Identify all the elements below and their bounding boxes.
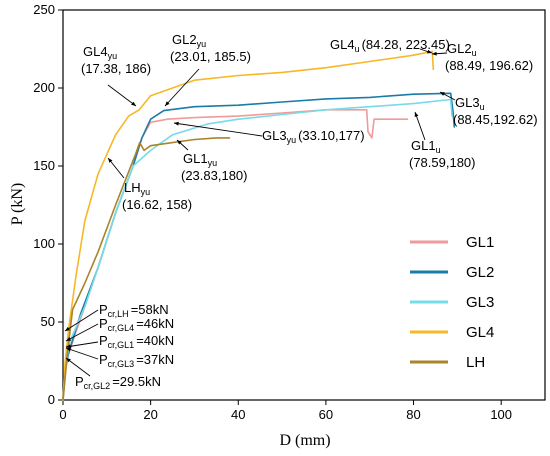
y-tick-label: 250: [33, 2, 55, 17]
annotation-label: GL2u: [447, 41, 477, 58]
arrow-head: [174, 121, 179, 126]
arrow-head: [165, 101, 170, 106]
annotation-label: GL1yu: [183, 151, 217, 168]
legend-item-gl1: GL1: [410, 234, 494, 251]
plot-frame: [62, 9, 546, 401]
legend-label: GL3: [466, 294, 494, 311]
y-tick-label: 100: [33, 236, 55, 251]
x-tick-label: 0: [59, 407, 66, 422]
x-tick-label: 20: [143, 407, 157, 422]
y-tick-label: 0: [48, 392, 55, 407]
annotation-arrow: [65, 323, 99, 342]
annotation-label: GL4yu: [83, 44, 117, 61]
annotation-coords: (23.83,180): [181, 168, 248, 183]
annotation-gl1-yu: GL1yu(23.83,180): [176, 139, 248, 183]
annotation-arrow: [173, 122, 263, 137]
legend-label: LH: [466, 354, 485, 371]
legend-item-gl4: GL4: [410, 324, 494, 341]
annotation-label: GL4u (84.28, 223.45): [330, 37, 450, 54]
y-axis-title: P (kN): [9, 183, 26, 226]
annotation-gl1-u: GL1u(78.59,180): [409, 111, 476, 170]
annotation-arrow: [64, 309, 99, 332]
arrow-head: [414, 112, 419, 117]
legend-label: GL4: [466, 324, 494, 341]
legend-label: GL2: [466, 264, 494, 281]
annotation-label: GL2yu: [172, 32, 206, 49]
annotation-label: GL3u: [455, 95, 485, 112]
annotation-coords: (23.01, 185.5): [170, 49, 251, 64]
arrow-head: [66, 344, 71, 349]
annotation-coords: (17.38, 186): [81, 61, 151, 76]
annotation-label: GL3yu (33.10,177): [262, 128, 365, 145]
series-line-lh: [62, 137, 231, 401]
series-line-gl1: [62, 109, 409, 401]
y-tick-label: 150: [33, 158, 55, 173]
x-tick-label: 60: [319, 407, 333, 422]
annotation-label: Pcr,GL4 =46kN: [99, 316, 174, 333]
annotation-label: GL1u: [411, 138, 441, 155]
arrow-head: [131, 101, 136, 106]
annotation-label: LHyu: [124, 180, 150, 197]
annotation-arrow: [65, 341, 99, 348]
legend-item-lh: LH: [410, 354, 485, 371]
annotation-arrow: [65, 347, 99, 360]
annotation-gl3-u: GL3u(88.45,192.62): [439, 91, 538, 127]
legend-label: GL1: [466, 234, 494, 251]
annotation-coords: (78.59,180): [409, 155, 476, 170]
annotation-label: Pcr,GL2 =29.5kN: [75, 374, 161, 391]
arrow-head: [108, 158, 113, 163]
annotation-arrow: [65, 357, 91, 377]
annotation-coords: (16.62, 158): [122, 197, 192, 212]
annotation-arrow: [107, 84, 137, 107]
annotation-coords: (88.45,192.62): [453, 112, 538, 127]
x-axis-title: D (mm): [279, 432, 330, 449]
annotation-label: Pcr,LH =58kN: [99, 302, 169, 319]
annotation-p-crGL4: Pcr,GL4 =46kN: [65, 316, 174, 342]
annotation-gl3-yu: GL3yu (33.10,177): [173, 121, 365, 145]
series-layer: [62, 50, 456, 401]
series-line-gl3: [62, 98, 453, 401]
arrow-head: [66, 337, 71, 341]
x-tick-label: 40: [231, 407, 245, 422]
annotation-label: Pcr,GL1 =40kN: [99, 333, 174, 350]
annotation-p-crLH: Pcr,LH =58kN: [64, 302, 169, 332]
arrow-head: [66, 358, 71, 363]
series-line-gl4: [62, 50, 435, 401]
annotation-coords: (88.49, 196.62): [445, 58, 533, 73]
arrow-head: [66, 347, 71, 352]
series-line-gl2: [62, 92, 456, 401]
arrow-head: [177, 140, 182, 145]
annotation-lh-yu: LHyu(16.62, 158): [107, 157, 192, 212]
annotation-arrow: [414, 111, 426, 141]
arrow-head: [427, 49, 432, 54]
annotations-layer: GL4yu(17.38, 186)GL2yu(23.01, 185.5)GL4u…: [64, 32, 538, 391]
annotation-p-crGL1: Pcr,GL1 =40kN: [65, 333, 174, 350]
annotation-gl2-u: GL2u(88.49, 196.62): [431, 41, 533, 73]
arrow-head: [65, 326, 70, 331]
y-tick-label: 50: [41, 314, 55, 329]
annotation-gl2-yu: GL2yu(23.01, 185.5): [164, 32, 251, 107]
arrow-head: [432, 51, 437, 56]
legend-item-gl2: GL2: [410, 264, 494, 281]
annotation-gl4-u: GL4u (84.28, 223.45): [330, 37, 450, 54]
legend: GL1 GL2 GL3 GL4 LH: [410, 234, 494, 371]
arrow-head: [440, 92, 445, 96]
annotation-arrow: [164, 68, 200, 107]
x-tick-label: 80: [406, 407, 420, 422]
x-tick-label: 100: [490, 407, 512, 422]
axes-layer: 0 20 40 60 80 100 0 50 100 150 200 250: [33, 2, 546, 422]
annotation-p-crGL3: Pcr,GL3 =37kN: [65, 347, 174, 369]
legend-item-gl3: GL3: [410, 294, 494, 311]
annotation-p-crGL2: Pcr,GL2 =29.5kN: [65, 357, 161, 391]
y-tick-label: 200: [33, 80, 55, 95]
annotation-gl4-yu: GL4yu(17.38, 186): [81, 44, 151, 107]
annotation-label: Pcr,GL3 =37kN: [99, 352, 174, 369]
